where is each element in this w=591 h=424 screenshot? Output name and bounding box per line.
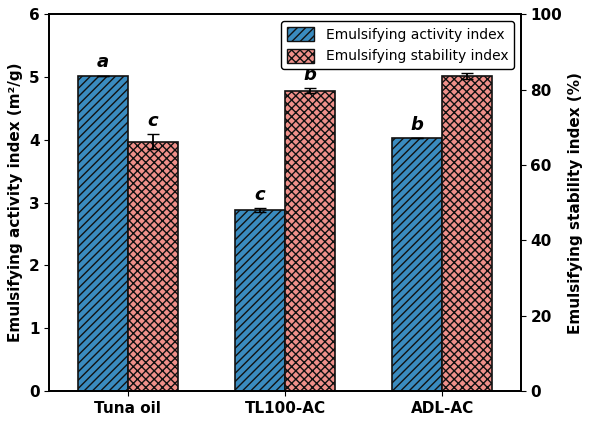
Bar	[442, 76, 492, 391]
Y-axis label: Emulsifying activity index (m²/g): Emulsifying activity index (m²/g)	[8, 63, 23, 343]
Text: a: a	[461, 50, 473, 68]
Text: a: a	[97, 53, 109, 72]
Bar	[235, 210, 285, 391]
Text: b: b	[304, 66, 317, 84]
Bar	[128, 142, 178, 391]
Bar	[77, 76, 128, 391]
Y-axis label: Emulsifying stability index (%): Emulsifying stability index (%)	[568, 72, 583, 334]
Text: b: b	[411, 116, 423, 134]
Text: c: c	[148, 112, 158, 130]
Legend: Emulsifying activity index, Emulsifying stability index: Emulsifying activity index, Emulsifying …	[281, 21, 514, 69]
Text: c: c	[255, 186, 265, 204]
Bar	[392, 138, 442, 391]
Bar	[285, 91, 335, 391]
